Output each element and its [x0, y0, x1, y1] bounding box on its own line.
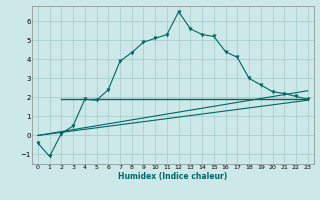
X-axis label: Humidex (Indice chaleur): Humidex (Indice chaleur) [118, 172, 228, 181]
